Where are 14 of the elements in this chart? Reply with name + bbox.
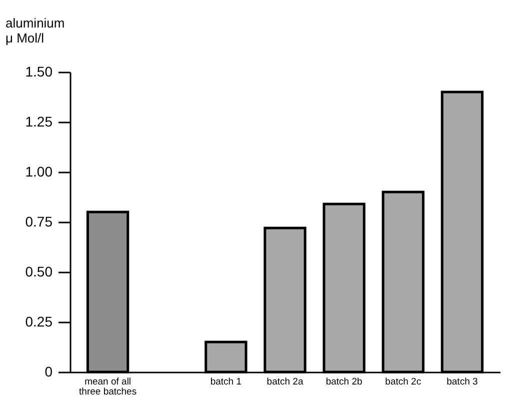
y-tick-label: 0.25 bbox=[25, 314, 53, 330]
y-axis-title: aluminium μ Mol/l bbox=[6, 16, 65, 46]
x-tick-label: batch 2b bbox=[326, 376, 362, 388]
y-tick-label: 0.75 bbox=[25, 214, 53, 230]
x-tick-label: batch 1 bbox=[210, 376, 242, 388]
y-tick-label: 0.50 bbox=[25, 264, 53, 280]
y-tick-label: 1.25 bbox=[25, 114, 53, 130]
x-tick-label: mean of all three batches bbox=[79, 376, 137, 398]
x-tick-label: batch 3 bbox=[446, 376, 478, 388]
x-tick-label: batch 2c bbox=[385, 376, 422, 388]
x-tick-label: batch 2a bbox=[266, 376, 304, 388]
y-tick-label: 1.50 bbox=[25, 64, 53, 80]
y-tick-label: 0 bbox=[44, 364, 53, 380]
y-tick-label: 1.00 bbox=[25, 164, 53, 180]
